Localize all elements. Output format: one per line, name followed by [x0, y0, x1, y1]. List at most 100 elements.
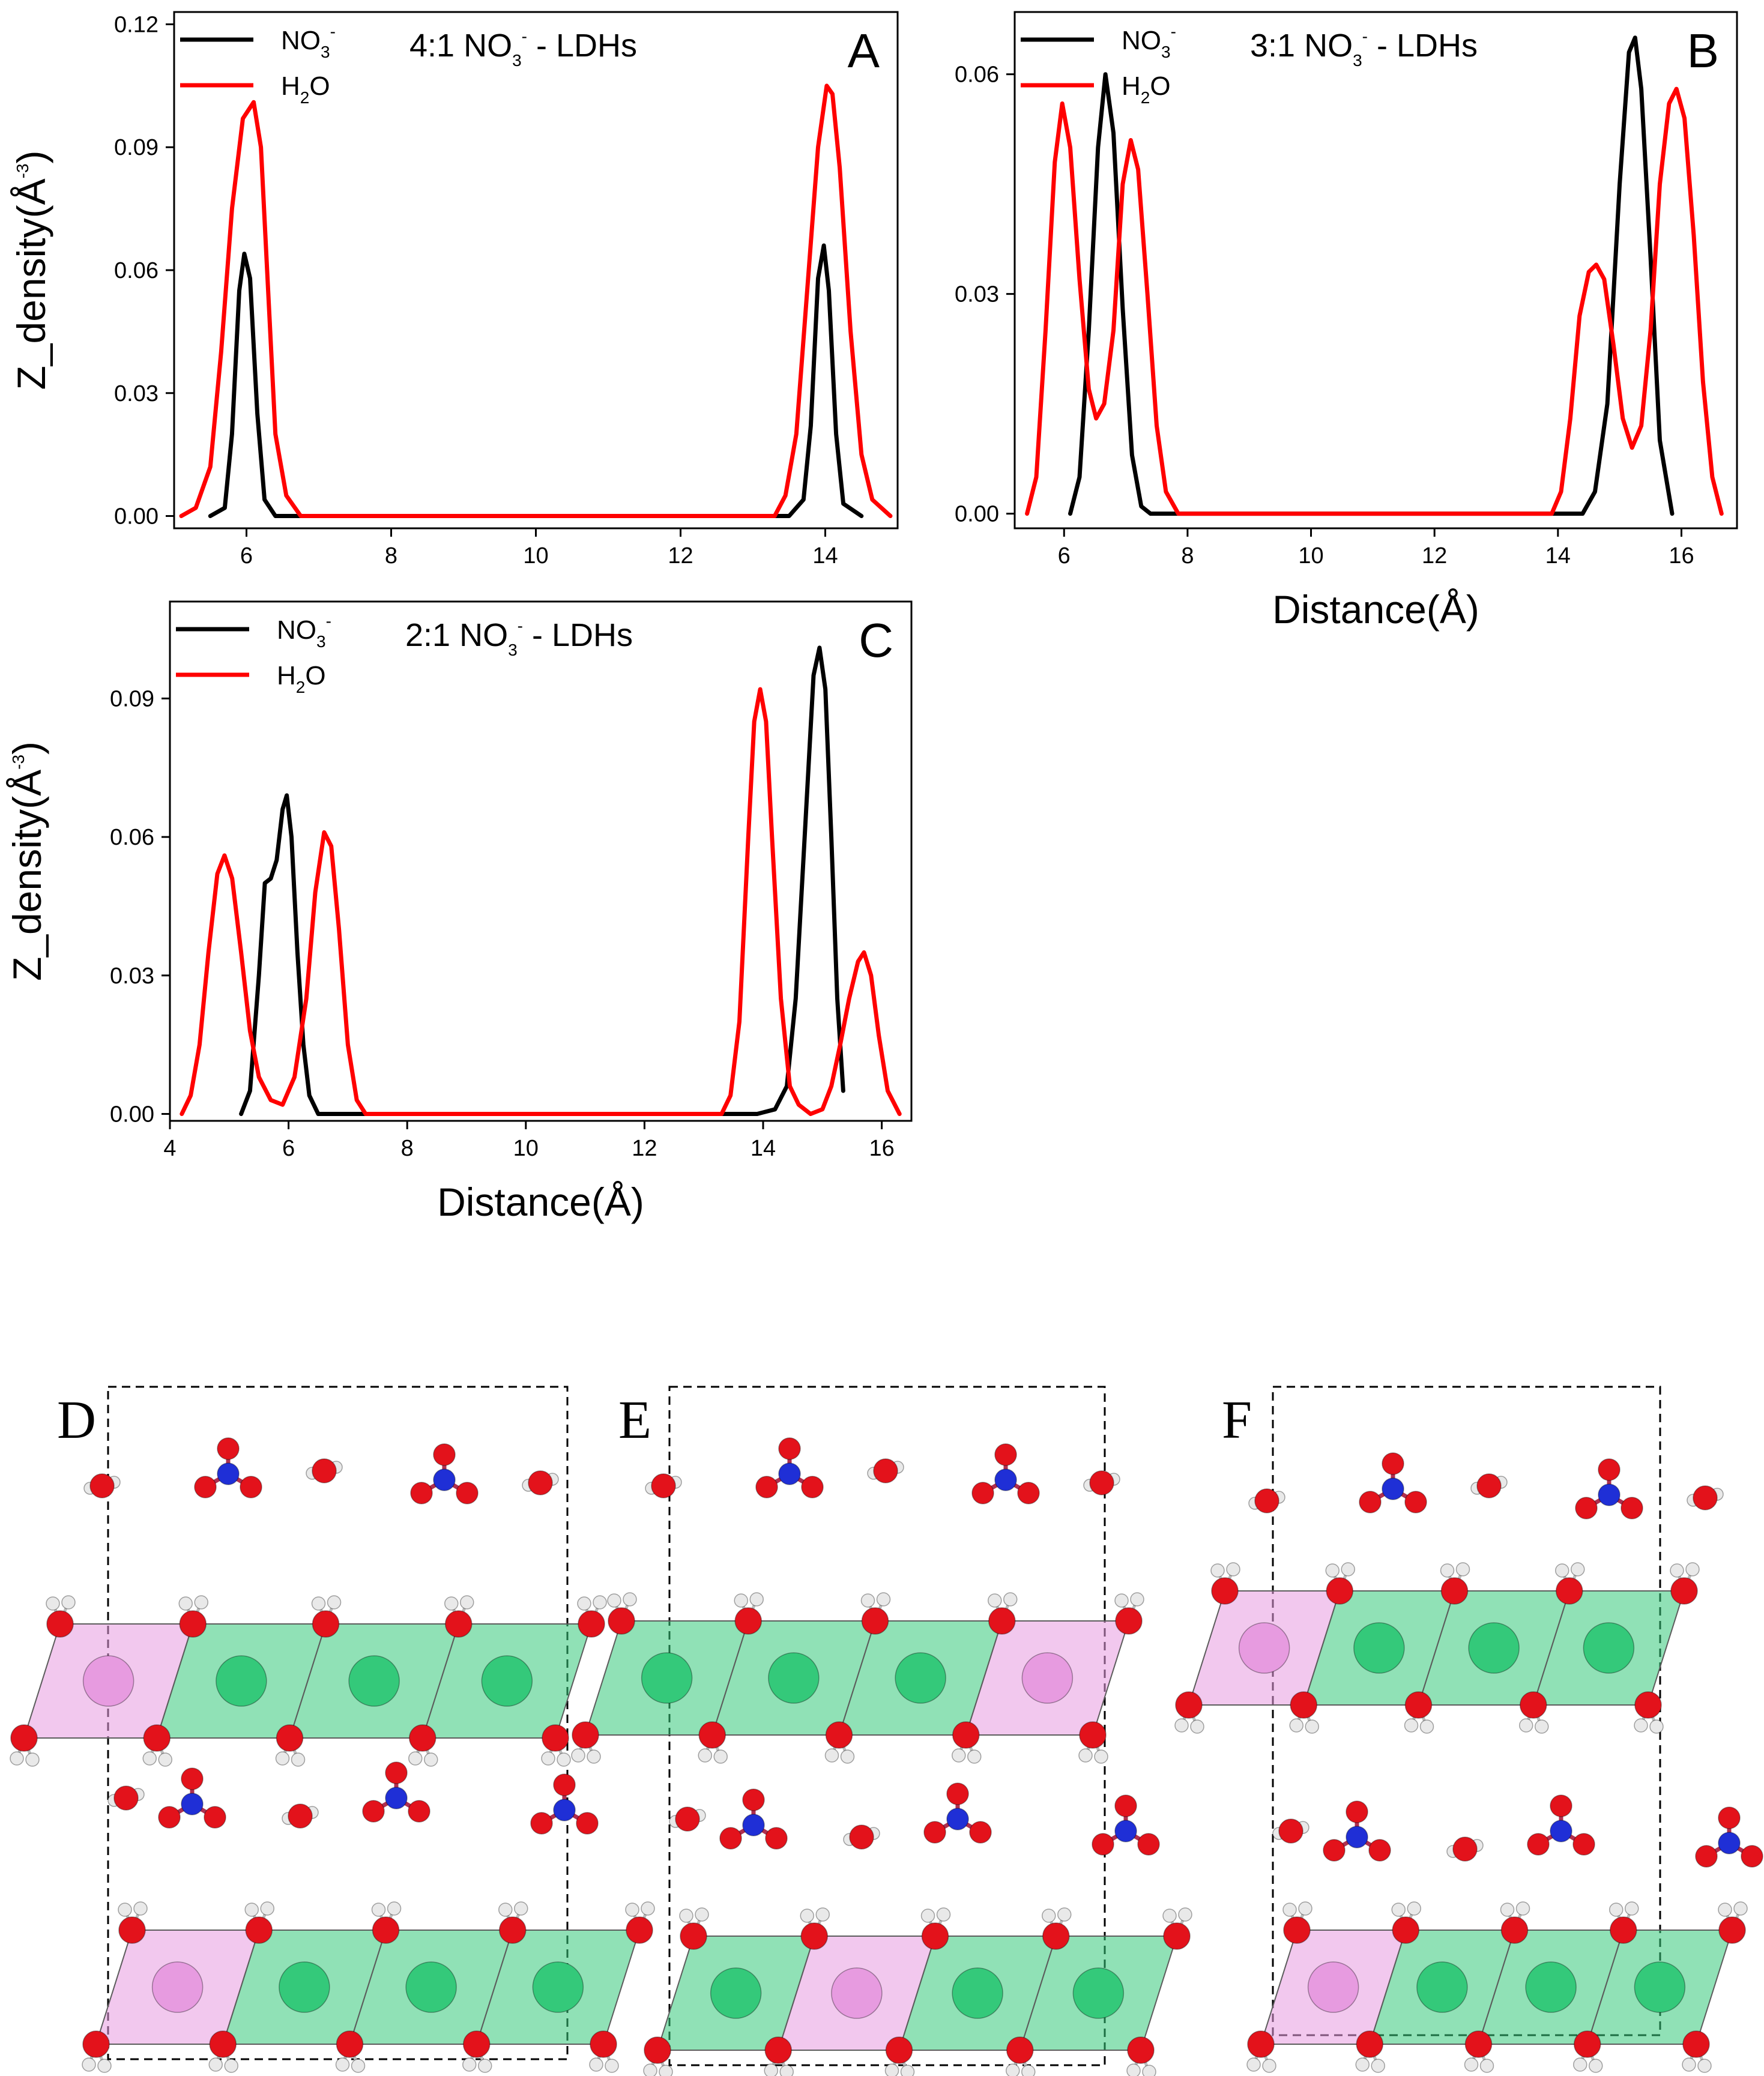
hydrogen-atom — [695, 1907, 709, 1922]
nitrogen-atom — [217, 1462, 240, 1485]
hydrogen-atom — [884, 2063, 899, 2076]
plot-frame — [1013, 11, 1738, 530]
hydrogen-atom — [1649, 1719, 1664, 1734]
snapshot-e: E — [571, 1386, 1192, 2076]
y-axis-title: Z_density(Å-3) — [5, 741, 49, 981]
snapshot-f: F — [1174, 1386, 1763, 2073]
nitrogen-atom — [946, 1808, 969, 1830]
hydrogen-atom — [444, 1596, 459, 1611]
chart-title: 2:1 NO3- - LDHs — [405, 617, 633, 659]
oxygen-atom — [1695, 1845, 1718, 1868]
oxygen-atom — [1290, 1691, 1317, 1719]
hydrogen-atom — [679, 1909, 693, 1923]
oxygen-atom — [1572, 1833, 1595, 1856]
x-tick-label: 8 — [401, 1136, 414, 1161]
hydrogen-atom — [800, 1909, 814, 1923]
oxygen-atom — [921, 1922, 949, 1950]
hydrogen-atom — [967, 1749, 982, 1764]
oxygen-atom — [1392, 1916, 1419, 1944]
hydrogen-atom — [118, 1902, 132, 1917]
hydrogen-atom — [1555, 1563, 1569, 1578]
nitrogen-atom — [1346, 1826, 1368, 1848]
oxygen-atom — [969, 1821, 992, 1844]
oxygen-atom — [1254, 1488, 1279, 1513]
legend-label-h2o: H2O — [277, 661, 326, 696]
oxygen-atom — [10, 1724, 38, 1752]
oxygen-atom — [240, 1476, 262, 1498]
oxygen-atom — [861, 1607, 889, 1635]
oxygen-atom — [1452, 1836, 1478, 1862]
x-tick-label: 16 — [1669, 543, 1694, 569]
nitrogen-atom — [181, 1793, 204, 1815]
series-line-h2o — [180, 687, 902, 1116]
y-tick-label: 0.00 — [114, 504, 159, 530]
metal-atom — [279, 1961, 330, 2013]
hydrogen-atom — [1298, 1901, 1312, 1916]
oxygen-atom — [410, 1482, 433, 1504]
oxygen-atom — [578, 1610, 605, 1638]
hydrogen-atom — [643, 2063, 657, 2076]
oxygen-atom — [445, 1610, 473, 1638]
hydroxide-layer — [571, 1592, 1144, 1764]
snapshot-d: D — [10, 1386, 655, 2073]
metal-atom — [1072, 1967, 1125, 2019]
hydrogen-atom — [208, 2057, 223, 2072]
legend-label-no3: NO3- — [1122, 22, 1176, 61]
hydrogen-atom — [1455, 1562, 1470, 1577]
y-axis-title: Z_density(Å-3) — [9, 150, 53, 390]
hydrogen-atom — [1404, 1718, 1419, 1733]
oxygen-atom — [1163, 1922, 1191, 1950]
oxygen-atom — [1346, 1800, 1368, 1823]
hydroxide-layer — [1246, 1901, 1748, 2073]
oxygen-atom — [245, 1916, 273, 1944]
metal-atom — [405, 1961, 457, 2013]
hydrogen-atom — [860, 1593, 875, 1608]
hydrogen-atom — [1305, 1719, 1319, 1734]
chart-title: 4:1 NO3- - LDHs — [409, 27, 637, 70]
hydrogen-atom — [97, 2059, 112, 2073]
hydrogen-atom — [1057, 1907, 1072, 1922]
oxygen-atom — [1574, 2030, 1601, 2058]
x-tick-label: 8 — [385, 543, 397, 569]
x-tick-label: 6 — [1058, 543, 1071, 569]
hydrogen-atom — [1282, 1902, 1297, 1917]
y-tick-label: 0.00 — [110, 1102, 154, 1127]
metal-atom — [481, 1655, 533, 1707]
oxygen-atom — [923, 1821, 946, 1844]
oxygen-atom — [1621, 1497, 1643, 1519]
y-tick-label: 0.06 — [955, 62, 999, 88]
legend-label-no3: NO3- — [277, 612, 331, 651]
hydrogen-atom — [623, 1592, 637, 1607]
oxygen-atom — [118, 1916, 146, 1944]
hydrogen-atom — [1371, 2059, 1385, 2073]
oxygen-atom — [456, 1482, 479, 1504]
hydrogen-atom — [1178, 1907, 1192, 1922]
oxygen-atom — [194, 1476, 217, 1498]
oxygen-atom — [276, 1724, 304, 1752]
hydrogen-atom — [224, 2059, 238, 2073]
hydrogen-atom — [1190, 1719, 1204, 1734]
y-tick-label: 0.03 — [110, 964, 154, 989]
charts-layer: 6 8 10 12 14 0.00 0.03 0.06 0.09 0.12 NO3- H2O 4:1 N… — [5, 11, 1738, 1224]
oxygen-atom — [675, 1806, 700, 1832]
metal-atom — [1238, 1622, 1290, 1674]
hydrogen-atom — [541, 1751, 555, 1766]
oxygen-atom — [988, 1607, 1016, 1635]
nitrogen-atom — [1718, 1832, 1741, 1854]
oxygen-atom — [1089, 1470, 1114, 1495]
x-tick-label: 12 — [1422, 543, 1447, 569]
oxygen-atom — [971, 1482, 994, 1504]
hydrogen-atom — [371, 1902, 386, 1917]
oxygen-atom — [1500, 1916, 1529, 1944]
unit-cell-box — [668, 1386, 1106, 2066]
chart-panel-b: 6 8 10 12 14 16 0.00 0.03 0.06 NO3- H2O 3:1 NO3- - … — [955, 11, 1738, 632]
snapshot-label: F — [1222, 1390, 1252, 1450]
oxygen-atom — [1368, 1839, 1391, 1862]
oxygen-atom — [626, 1916, 653, 1944]
panel-letter: C — [859, 614, 893, 667]
hydrogen-atom — [244, 1902, 259, 1917]
oxygen-atom — [825, 1721, 853, 1749]
oxygen-atom — [409, 1724, 436, 1752]
hydrogen-atom — [478, 2059, 492, 2073]
